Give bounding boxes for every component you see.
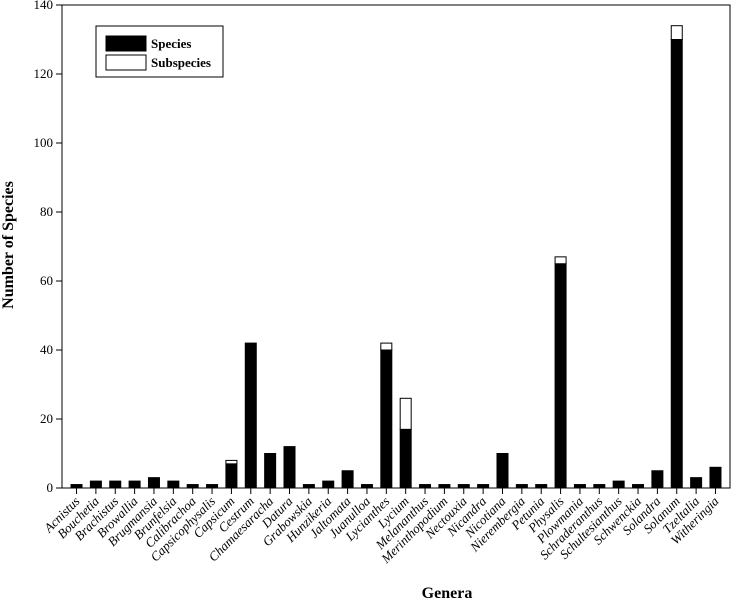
bar-species: [670, 39, 683, 489]
bar-species: [167, 480, 180, 489]
legend-swatch-species: [105, 35, 147, 52]
bar-species: [496, 453, 509, 489]
bar-species: [302, 484, 315, 489]
y-tick-label: 40: [40, 342, 53, 357]
bar-species: [438, 484, 451, 489]
bar-species: [573, 484, 586, 489]
bar-species: [322, 480, 335, 489]
bar-subspecies: [670, 25, 683, 41]
y-tick-label: 100: [34, 135, 54, 150]
bar-species: [206, 484, 219, 489]
y-axis: 0 20 40 60 80 100 120 140: [34, 0, 62, 495]
bar-species: [147, 477, 160, 489]
bar-species: [709, 466, 722, 489]
x-axis: AcnistusBouchetiaBrachistusBrowalliaBrug…: [40, 488, 722, 567]
bar-species: [651, 470, 664, 489]
bar-species: [419, 484, 432, 489]
bar-species: [535, 484, 548, 489]
y-tick-label: 20: [40, 411, 53, 426]
bar-species: [380, 349, 393, 489]
bar-species: [690, 477, 703, 489]
bar-species: [244, 342, 257, 489]
bar-species: [554, 263, 567, 489]
bar-subspecies: [399, 397, 412, 430]
y-tick-label: 80: [40, 204, 53, 219]
bar-subspecies: [554, 256, 567, 265]
bar-species: [612, 480, 625, 489]
y-axis-title: Number of Species: [0, 181, 17, 309]
bar-species: [360, 484, 373, 489]
bar-species: [225, 463, 238, 489]
legend-label-species: Species: [151, 36, 191, 51]
bar-species: [477, 484, 490, 489]
legend-swatch-subspecies: [105, 54, 147, 71]
bar-species: [283, 446, 296, 489]
bar-species: [632, 484, 645, 489]
bar-species: [341, 470, 354, 489]
bar-subspecies: [225, 459, 238, 465]
plot-frame: [61, 4, 731, 489]
bar-species: [89, 480, 102, 489]
bar-species: [186, 484, 199, 489]
bar-species: [264, 453, 277, 489]
bar-species: [593, 484, 606, 489]
bar-species: [109, 480, 122, 489]
x-axis-title: Genera: [422, 585, 473, 601]
legend-label-subspecies: Subspecies: [151, 55, 211, 70]
bar-species: [457, 484, 470, 489]
y-tick-label: 60: [40, 273, 53, 288]
bar-subspecies: [380, 342, 393, 351]
y-tick-label: 140: [34, 0, 54, 12]
y-tick-label: 0: [47, 480, 54, 495]
bar-species: [128, 480, 141, 489]
bars-layer: [70, 25, 722, 489]
bar-species: [515, 484, 528, 489]
y-tick-label: 120: [34, 66, 54, 81]
bar-species: [70, 484, 83, 489]
bar-species: [399, 428, 412, 489]
legend: Species Subspecies: [95, 25, 224, 78]
